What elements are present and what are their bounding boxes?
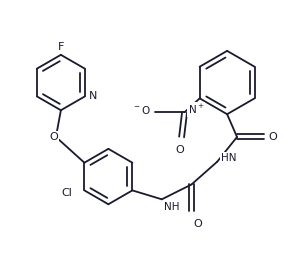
Text: Cl: Cl [62, 189, 73, 198]
Text: F: F [58, 42, 64, 52]
Text: O: O [269, 132, 277, 142]
Text: N: N [89, 91, 97, 101]
Text: N$^+$: N$^+$ [187, 103, 204, 116]
Text: $^-$O: $^-$O [132, 104, 151, 116]
Text: O: O [50, 132, 58, 142]
Text: NH: NH [164, 202, 179, 212]
Text: O: O [175, 145, 184, 155]
Text: O: O [194, 219, 202, 229]
Text: HN: HN [221, 153, 237, 163]
